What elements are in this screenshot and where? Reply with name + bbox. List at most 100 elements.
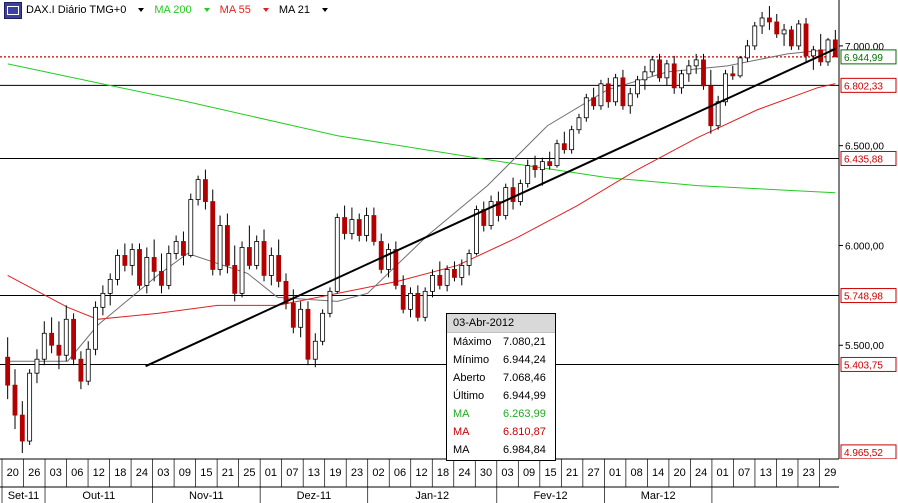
plot-area bbox=[0, 0, 839, 459]
x-axis-area bbox=[0, 459, 898, 503]
candle-up bbox=[569, 129, 575, 151]
tooltip-row: Máximo 7.080,21 bbox=[447, 333, 555, 351]
candle-up bbox=[459, 265, 465, 278]
tooltip-value: 7.080,21 bbox=[503, 336, 546, 348]
candle-up bbox=[268, 255, 274, 276]
candle-up bbox=[27, 372, 33, 442]
candle-up bbox=[759, 17, 765, 27]
candle-up bbox=[166, 253, 172, 286]
candle-down bbox=[452, 269, 457, 278]
candle-up bbox=[430, 274, 435, 292]
candle-down bbox=[246, 247, 252, 266]
price-label: 6.944,99 bbox=[844, 53, 883, 64]
ma55-label[interactable]: MA 55 bbox=[219, 4, 251, 16]
price-label-box bbox=[840, 49, 897, 65]
candle-down bbox=[181, 241, 186, 256]
candle-up bbox=[320, 312, 326, 342]
candle-up bbox=[34, 358, 40, 374]
candle-up bbox=[642, 71, 648, 81]
candle-down bbox=[547, 161, 553, 167]
candle-up bbox=[686, 65, 692, 75]
month-label: Fev-12 bbox=[533, 490, 567, 502]
candle-down bbox=[671, 63, 677, 89]
candle-down bbox=[261, 241, 267, 276]
x-tick-label: 12 bbox=[415, 467, 427, 479]
x-tick-label: 27 bbox=[587, 467, 599, 479]
tooltip-value: 6.984,84 bbox=[503, 444, 546, 456]
candle-up bbox=[408, 292, 413, 310]
candle-up bbox=[327, 290, 333, 314]
month-label: Set-11 bbox=[8, 490, 40, 502]
candle-down bbox=[19, 414, 25, 442]
y-tick-label: 5.500,00 bbox=[845, 341, 884, 352]
x-tick-label: 24 bbox=[136, 467, 148, 479]
x-tick-label: 12 bbox=[93, 467, 105, 479]
x-tick-label: 03 bbox=[50, 467, 62, 479]
candle-up bbox=[539, 161, 545, 171]
candle-down bbox=[415, 292, 421, 318]
month-label: Mar-12 bbox=[641, 490, 676, 502]
candle-down bbox=[122, 255, 128, 266]
candle-down bbox=[774, 21, 780, 35]
candle-down bbox=[591, 97, 597, 107]
candle-up bbox=[488, 201, 494, 226]
tooltip-value: 7.068,46 bbox=[503, 372, 546, 384]
x-tick-label: 15 bbox=[200, 467, 212, 479]
candle-up bbox=[627, 93, 633, 107]
candle-down bbox=[12, 384, 18, 416]
price-label-box bbox=[840, 444, 897, 460]
chart-header: DAX.I Diário TMG+0 MA 200 MA 55 MA 21 bbox=[26, 2, 329, 18]
candle-down bbox=[620, 77, 626, 107]
y-tick-label: 6.000,00 bbox=[845, 241, 884, 252]
candle-down bbox=[232, 265, 238, 294]
ma21-label[interactable]: MA 21 bbox=[278, 4, 311, 16]
candle-down bbox=[371, 215, 377, 242]
candle-down bbox=[495, 201, 501, 216]
tooltip-row: Mínimo 6.944,24 bbox=[447, 351, 555, 369]
candle-up bbox=[723, 73, 728, 103]
chevron-down-icon[interactable] bbox=[138, 8, 145, 12]
chevron-down-icon[interactable] bbox=[203, 8, 210, 12]
month-label: Jan-12 bbox=[415, 490, 449, 502]
price-label: 5.403,75 bbox=[844, 360, 883, 371]
x-tick-label: 18 bbox=[437, 467, 449, 479]
candle-down bbox=[71, 318, 76, 360]
tooltip-row: MA 6.984,84 bbox=[447, 441, 555, 459]
x-tick-label: 13 bbox=[308, 467, 320, 479]
candle-down bbox=[151, 257, 157, 272]
candle-up bbox=[752, 25, 758, 47]
candle-up bbox=[693, 59, 699, 67]
candle-up bbox=[386, 249, 391, 270]
x-tick-label: 01 bbox=[265, 467, 277, 479]
candle-down bbox=[437, 274, 443, 286]
candle-down bbox=[342, 217, 348, 234]
candle-up bbox=[334, 217, 340, 292]
candle-down bbox=[378, 241, 384, 270]
candle-down bbox=[137, 249, 142, 286]
price-label: 6.802,33 bbox=[844, 81, 883, 92]
ma200-label[interactable]: MA 200 bbox=[154, 4, 192, 16]
tooltip-date: 03-Abr-2012 bbox=[447, 314, 555, 333]
x-tick-label: 07 bbox=[738, 467, 750, 479]
candle-up bbox=[598, 83, 604, 107]
candle-down bbox=[803, 23, 809, 57]
candle-up bbox=[810, 49, 816, 57]
chevron-down-icon[interactable] bbox=[322, 8, 329, 12]
x-tick-label: 13 bbox=[760, 467, 772, 479]
candle-up bbox=[364, 215, 369, 236]
candle-down bbox=[393, 249, 399, 286]
candle-down bbox=[730, 73, 736, 77]
x-tick-label: 03 bbox=[501, 467, 513, 479]
price-label-box bbox=[840, 288, 897, 304]
x-tick-label: 20 bbox=[674, 467, 686, 479]
x-tick-label: 06 bbox=[394, 467, 406, 479]
chevron-down-icon[interactable] bbox=[262, 8, 269, 12]
candle-up bbox=[100, 292, 106, 308]
price-label: 6.435,88 bbox=[844, 154, 883, 165]
tooltip-label: Máximo bbox=[453, 336, 492, 348]
symbol-label[interactable]: DAX.I Diário TMG+0 bbox=[26, 4, 127, 16]
candle-down bbox=[305, 308, 311, 360]
x-tick-label: 09 bbox=[523, 467, 535, 479]
candle-down bbox=[159, 271, 164, 286]
